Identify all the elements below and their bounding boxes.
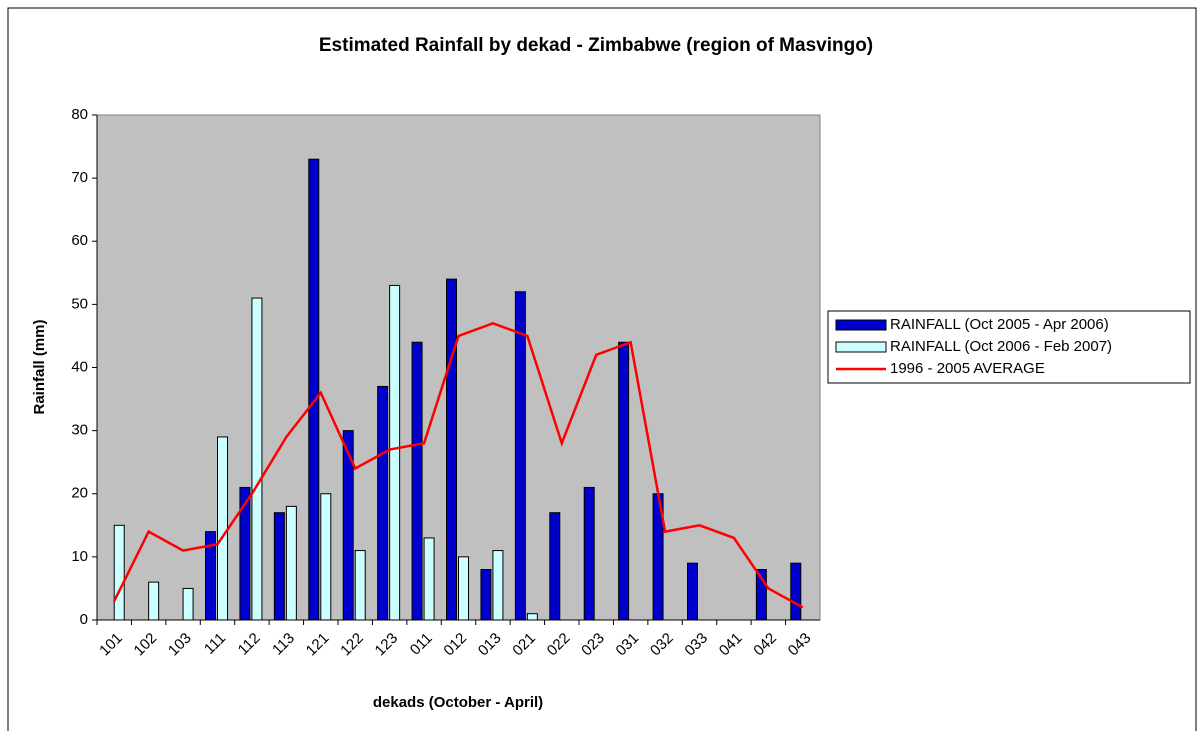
bar bbox=[273, 512, 285, 621]
bar bbox=[514, 291, 526, 621]
bar bbox=[687, 562, 698, 621]
bar bbox=[354, 550, 366, 621]
bar bbox=[618, 341, 630, 621]
y-tick-label: 60 bbox=[71, 232, 88, 249]
y-axis-label: Rainfall (mm) bbox=[31, 319, 48, 414]
legend-box bbox=[827, 310, 1191, 384]
bar bbox=[446, 278, 457, 621]
y-tick-label: 70 bbox=[71, 169, 88, 186]
bar bbox=[285, 505, 297, 621]
bar bbox=[217, 436, 228, 621]
y-tick-label: 80 bbox=[71, 106, 88, 123]
y-tick-label: 10 bbox=[71, 548, 88, 565]
bar bbox=[583, 486, 595, 621]
bar bbox=[182, 587, 194, 621]
bar bbox=[320, 493, 332, 621]
bar bbox=[423, 537, 435, 621]
y-tick-label: 0 bbox=[80, 611, 88, 628]
y-tick-label: 30 bbox=[71, 422, 88, 439]
bar bbox=[549, 512, 561, 621]
y-tick-label: 40 bbox=[71, 358, 88, 375]
bar bbox=[411, 341, 423, 621]
bar bbox=[113, 524, 125, 621]
legend-swatch bbox=[835, 341, 887, 353]
chart-title: Estimated Rainfall by dekad - Zimbabwe (… bbox=[319, 35, 873, 56]
legend-label: 1996 - 2005 AVERAGE bbox=[890, 360, 1045, 377]
bar bbox=[492, 550, 504, 621]
legend-swatch bbox=[835, 319, 887, 331]
legend-label: RAINFALL (Oct 2006 - Feb 2007) bbox=[890, 338, 1112, 355]
bar bbox=[389, 284, 401, 621]
bar bbox=[251, 297, 263, 621]
bar bbox=[308, 158, 320, 621]
line-series bbox=[113, 321, 804, 609]
bar bbox=[148, 581, 160, 621]
y-tick-label: 20 bbox=[71, 485, 88, 502]
legend-label: RAINFALL (Oct 2005 - Apr 2006) bbox=[890, 316, 1109, 333]
bar bbox=[790, 562, 802, 621]
x-axis-label: dekads (October - April) bbox=[373, 694, 543, 711]
y-tick-label: 50 bbox=[71, 295, 88, 312]
bar bbox=[458, 556, 469, 621]
bar bbox=[377, 385, 389, 621]
bar bbox=[526, 613, 538, 621]
bar bbox=[480, 569, 492, 621]
